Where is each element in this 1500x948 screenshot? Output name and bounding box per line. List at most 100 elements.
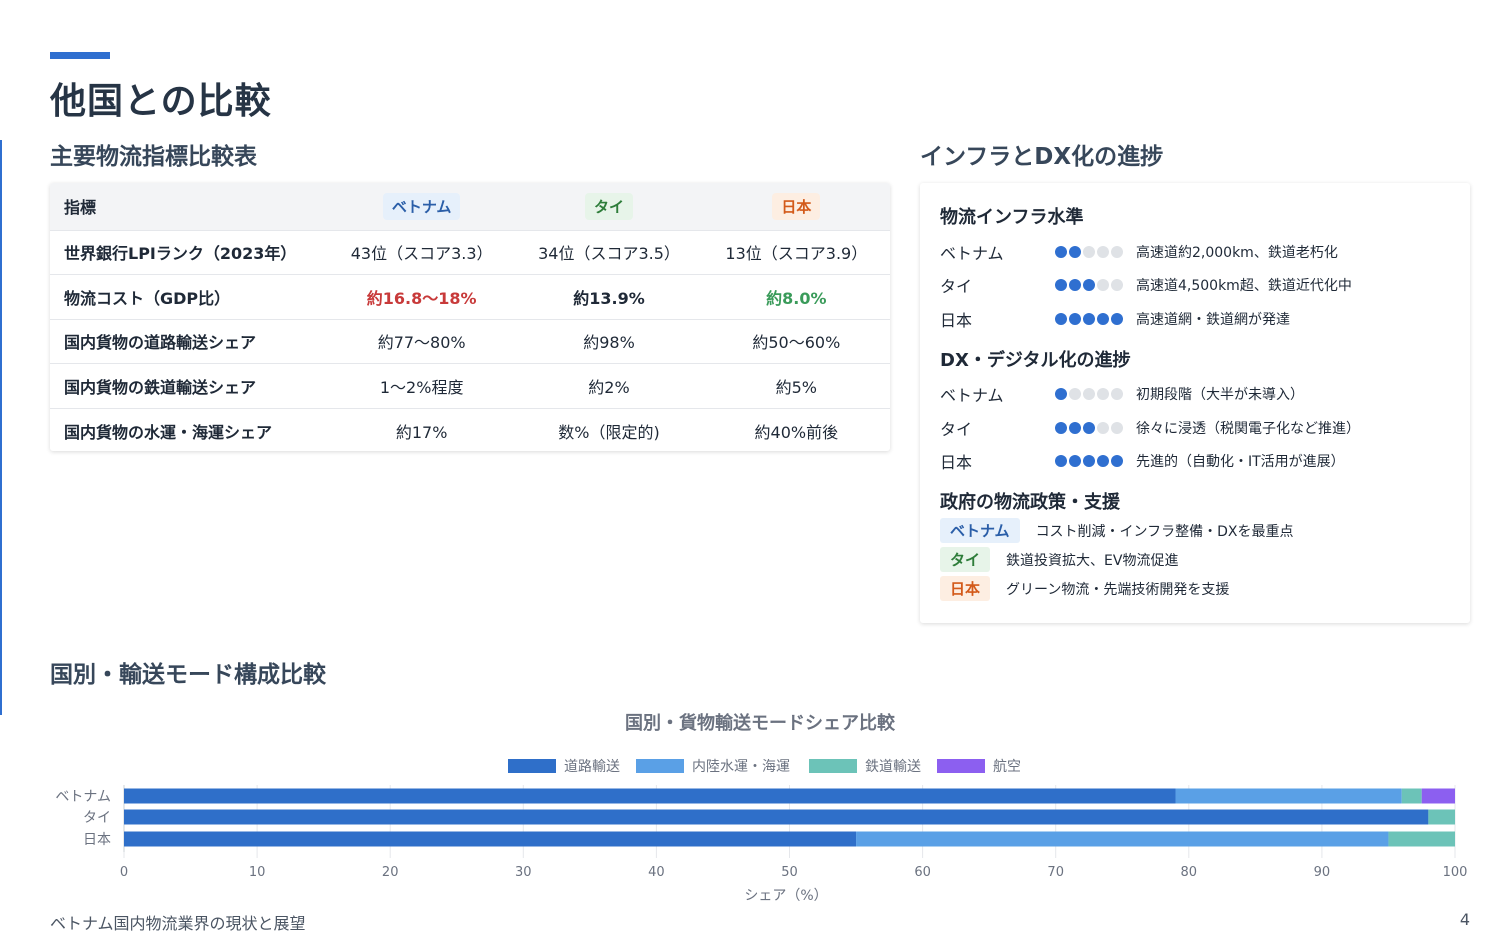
level-dot bbox=[1097, 245, 1109, 258]
cell-vietnam: 約16.8〜18% bbox=[366, 288, 477, 308]
infra-level-list: ベトナム 高速道約2,000km、鉄道老朽化 タイ 高速道4,500km超、鉄道近代化… bbox=[940, 235, 1450, 336]
infra-section-title: インフラとDX化の進捗 bbox=[920, 144, 1164, 170]
level-dots bbox=[1055, 245, 1136, 258]
y-tick-label: 日本 bbox=[83, 832, 111, 848]
legend-swatch bbox=[636, 759, 684, 773]
bar-segment bbox=[1388, 831, 1455, 847]
y-tick-label: ベトナム bbox=[55, 789, 111, 805]
x-tick-label: 20 bbox=[382, 865, 399, 880]
legend-swatch bbox=[809, 759, 857, 773]
level-dot bbox=[1069, 245, 1081, 258]
japan-badge: 日本 bbox=[772, 192, 821, 220]
legend-label: 航空 bbox=[993, 759, 1021, 775]
row-label: 物流コスト（GDP比） bbox=[64, 288, 231, 308]
policy-list: ベトナム コスト削減・インフラ整備・DXを最重点 タイ 鉄道投資拡大、EV物流促進 日本… bbox=[940, 516, 1450, 603]
row-label: 国内貨物の道路輸送シェア bbox=[64, 333, 257, 353]
x-tick-label: 40 bbox=[648, 865, 665, 880]
x-tick-label: 0 bbox=[120, 865, 128, 880]
infra-level-title: 物流インフラ水準 bbox=[940, 207, 1084, 228]
dx-row: ベトナム 初期段階（大半が未導入） bbox=[940, 378, 1450, 412]
cell-vietnam: 約17% bbox=[395, 422, 448, 442]
level-dot bbox=[1055, 421, 1067, 434]
bar-segment bbox=[856, 831, 1389, 847]
table-row: 世界銀行LPIランク（2023年） 43位（スコア3.3） 34位（スコア3.5… bbox=[50, 230, 890, 275]
cell-vietnam: 1〜2%程度 bbox=[379, 377, 464, 397]
x-tick-label: 10 bbox=[249, 865, 266, 880]
level-dot bbox=[1069, 312, 1081, 325]
level-dot bbox=[1083, 312, 1095, 325]
header-japan: 日本 bbox=[703, 183, 890, 230]
left-accent-rule bbox=[0, 140, 2, 715]
policy-desc: グリーン物流・先端技術開発を支援 bbox=[1006, 581, 1230, 598]
x-tick-label: 50 bbox=[781, 865, 798, 880]
country-badge: タイ bbox=[940, 547, 991, 572]
level-dot bbox=[1055, 245, 1067, 258]
policy-row: タイ 鉄道投資拡大、EV物流促進 bbox=[940, 545, 1450, 574]
level-dot bbox=[1069, 421, 1081, 434]
legend-label: 内陸水運・海運 bbox=[692, 759, 790, 775]
legend-swatch bbox=[508, 759, 556, 773]
dx-row: 日本 先進的（自動化・IT活用が進展） bbox=[940, 445, 1450, 479]
level-dot bbox=[1083, 421, 1095, 434]
cell-vietnam: 43位（スコア3.3） bbox=[350, 244, 493, 264]
page-title: 他国との比較 bbox=[50, 81, 272, 122]
level-dot bbox=[1111, 455, 1123, 468]
level-dots bbox=[1055, 279, 1136, 292]
cell-thailand: 約98% bbox=[583, 333, 635, 353]
country-label: タイ bbox=[940, 419, 973, 439]
infra-row: 日本 高速道網・鉄道網が発達 bbox=[940, 302, 1450, 336]
dx-row: タイ 徐々に浸透（税関電子化など推進） bbox=[940, 411, 1450, 445]
level-dot bbox=[1097, 455, 1109, 468]
legend-label: 鉄道輸送 bbox=[865, 759, 921, 775]
chart-section-title: 国別・輸送モード構成比較 bbox=[50, 662, 326, 688]
x-axis-label: シェア（%） bbox=[744, 888, 827, 904]
level-dot bbox=[1097, 312, 1109, 325]
footer-title: ベトナム国内物流業界の現状と展望 bbox=[50, 914, 306, 933]
level-dot bbox=[1055, 312, 1067, 325]
header-thailand: タイ bbox=[515, 183, 702, 230]
country-label: ベトナム bbox=[940, 386, 1004, 406]
dx-progress-list: ベトナム 初期段階（大半が未導入） タイ 徐々に浸透（税関電子化など推進） 日本 先進的（… bbox=[940, 378, 1450, 479]
level-dot bbox=[1111, 421, 1123, 434]
infra-desc: 高速道4,500km超、鉄道近代化中 bbox=[1136, 278, 1352, 295]
level-dot bbox=[1055, 455, 1067, 468]
row-label: 世界銀行LPIランク（2023年） bbox=[64, 244, 297, 264]
cell-japan: 約8.0% bbox=[766, 288, 827, 308]
x-tick-label: 60 bbox=[914, 865, 931, 880]
table-row: 国内貨物の鉄道輸送シェア 1〜2%程度 約2% 約5% bbox=[50, 363, 890, 409]
country-label: 日本 bbox=[940, 453, 973, 473]
x-tick-label: 30 bbox=[515, 865, 532, 880]
bar-segment bbox=[1401, 788, 1422, 804]
country-label: ベトナム bbox=[940, 243, 1004, 263]
x-tick-label: 80 bbox=[1181, 865, 1198, 880]
cell-japan: 約40%前後 bbox=[754, 422, 839, 442]
country-badge: 日本 bbox=[940, 576, 991, 601]
thailand-badge: タイ bbox=[584, 192, 633, 220]
table-section-title: 主要物流指標比較表 bbox=[50, 144, 257, 170]
policy-desc: 鉄道投資拡大、EV物流促進 bbox=[1006, 552, 1179, 569]
bar-segment bbox=[1421, 788, 1455, 804]
level-dot bbox=[1083, 245, 1095, 258]
level-dots bbox=[1055, 388, 1136, 401]
table-row: 国内貨物の道路輸送シェア 約77〜80% 約98% 約50〜60% bbox=[50, 319, 890, 364]
country-label: タイ bbox=[940, 277, 973, 297]
cell-thailand: 約13.9% bbox=[573, 288, 645, 308]
cell-thailand: 数%（限定的) bbox=[558, 422, 660, 442]
level-dot bbox=[1069, 279, 1081, 292]
cell-japan: 約5% bbox=[775, 377, 818, 397]
cell-japan: 約50〜60% bbox=[752, 333, 841, 353]
level-dot bbox=[1083, 388, 1095, 401]
comparison-table-card: 指標 ベトナム タイ 日本 世界銀行LPIランク（2023年） 43位（スコア3… bbox=[50, 183, 890, 451]
bar-segment bbox=[124, 788, 1176, 804]
level-dots bbox=[1055, 312, 1136, 325]
level-dot bbox=[1083, 455, 1095, 468]
level-dot bbox=[1055, 279, 1067, 292]
page-number: 4 bbox=[1459, 910, 1470, 929]
legend-label: 道路輸送 bbox=[564, 759, 620, 775]
bar-segment bbox=[1428, 809, 1455, 825]
legend-swatch bbox=[937, 759, 985, 773]
policy-row: 日本 グリーン物流・先端技術開発を支援 bbox=[940, 574, 1450, 603]
chart-title: 国別・貨物輸送モードシェア比較 bbox=[625, 712, 896, 734]
x-tick-label: 100 bbox=[1443, 865, 1468, 880]
